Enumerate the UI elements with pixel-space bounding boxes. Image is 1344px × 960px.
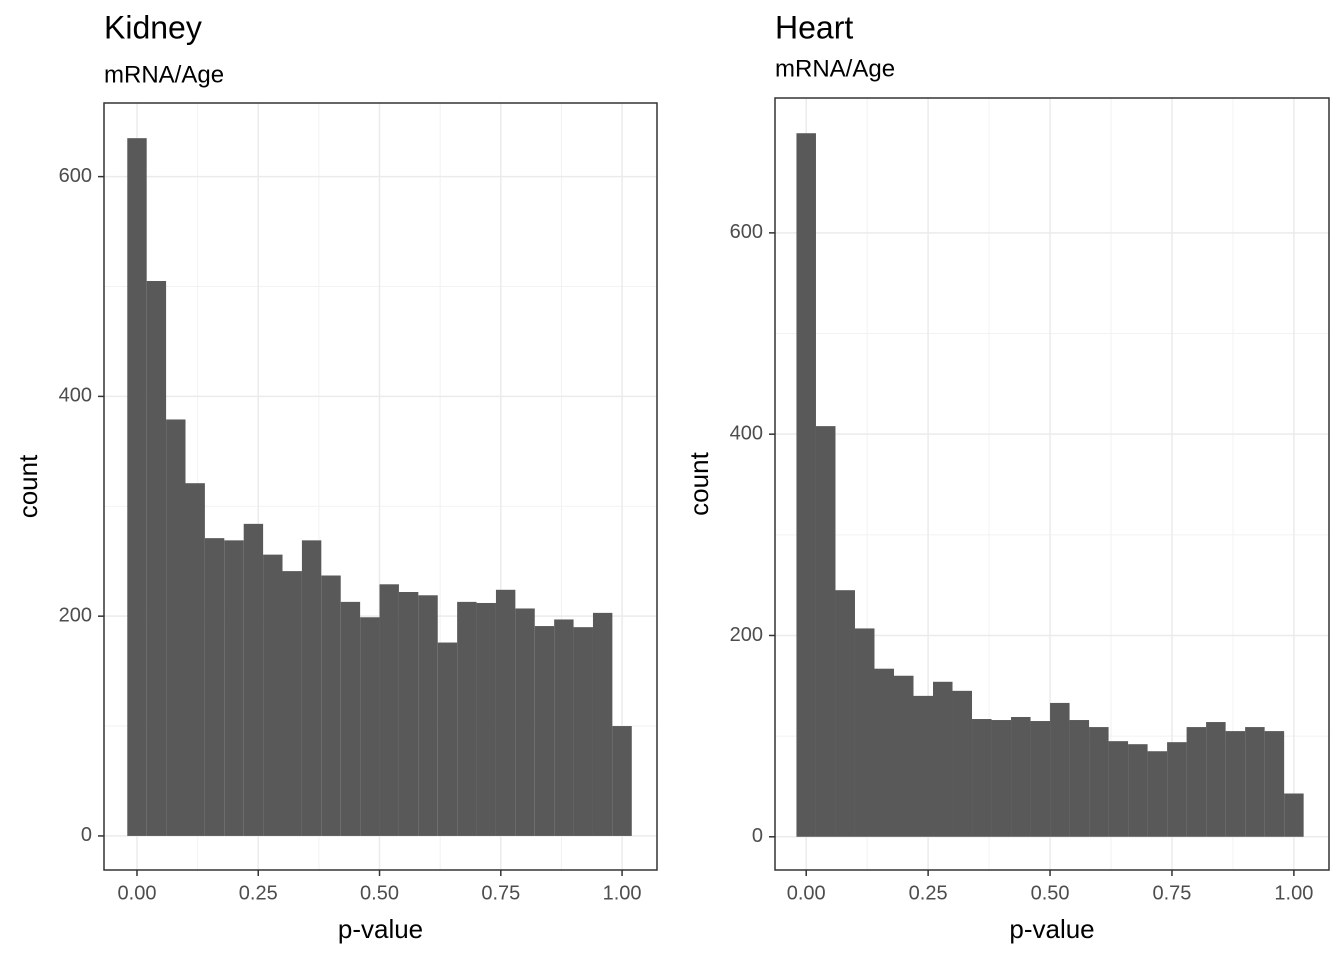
x-tick-label: 0.25 bbox=[909, 882, 948, 904]
bar bbox=[534, 626, 555, 836]
panel-border bbox=[774, 97, 1330, 871]
y-tick-label: 400 bbox=[59, 385, 92, 407]
chart-title: Heart bbox=[775, 9, 853, 45]
bar bbox=[972, 719, 992, 837]
bar bbox=[952, 690, 973, 837]
bar bbox=[1069, 720, 1090, 837]
bar bbox=[612, 726, 632, 836]
bar bbox=[418, 595, 438, 836]
bar bbox=[321, 575, 341, 836]
bar bbox=[1245, 727, 1265, 837]
x-tick-label: 0.25 bbox=[239, 882, 278, 904]
x-axis-label: p-value bbox=[338, 914, 423, 944]
bar bbox=[874, 668, 894, 837]
x-tick-label: 0.00 bbox=[118, 882, 157, 904]
bar bbox=[282, 571, 302, 836]
bar bbox=[1030, 721, 1051, 837]
bar bbox=[1284, 793, 1304, 837]
bar bbox=[185, 483, 205, 836]
bar bbox=[1108, 741, 1129, 837]
bar bbox=[360, 617, 380, 836]
x-tick-label: 0.50 bbox=[1031, 882, 1070, 904]
y-tick-label: 400 bbox=[730, 422, 763, 444]
bar bbox=[301, 540, 322, 836]
bar bbox=[166, 419, 186, 836]
bar bbox=[1011, 717, 1031, 837]
bar bbox=[854, 628, 875, 837]
bar bbox=[127, 138, 147, 836]
bar bbox=[1167, 742, 1187, 837]
y-tick-label: 0 bbox=[752, 825, 763, 847]
bar bbox=[592, 612, 613, 836]
x-tick-label: 0.75 bbox=[1152, 882, 1191, 904]
bar bbox=[1264, 731, 1285, 837]
bar bbox=[1186, 727, 1207, 837]
y-tick-label: 0 bbox=[81, 824, 92, 846]
bar bbox=[1128, 744, 1148, 837]
panel-border bbox=[103, 102, 658, 871]
bar bbox=[515, 608, 535, 836]
bar bbox=[835, 590, 855, 837]
bar bbox=[913, 695, 934, 837]
bar bbox=[1225, 731, 1246, 837]
bar bbox=[1206, 722, 1226, 837]
x-tick-label: 1.00 bbox=[603, 882, 642, 904]
bar bbox=[796, 133, 816, 837]
bar bbox=[893, 675, 914, 837]
chart-subtitle: mRNA/Age bbox=[775, 55, 895, 82]
chart-subtitle: mRNA/Age bbox=[104, 61, 224, 88]
y-tick-label: 600 bbox=[59, 165, 92, 187]
bar bbox=[204, 538, 225, 836]
x-tick-label: 0.75 bbox=[481, 882, 520, 904]
bar bbox=[991, 720, 1012, 837]
bar bbox=[1147, 751, 1168, 837]
y-tick-label: 200 bbox=[730, 624, 763, 646]
chart-title: Kidney bbox=[104, 9, 202, 45]
bar bbox=[554, 619, 574, 836]
bar bbox=[224, 540, 244, 836]
y-tick-label: 600 bbox=[730, 221, 763, 243]
bar bbox=[340, 601, 361, 836]
x-tick-label: 0.00 bbox=[787, 882, 826, 904]
y-axis-label: count bbox=[684, 451, 714, 515]
bar bbox=[573, 627, 593, 836]
bar bbox=[146, 281, 167, 836]
x-axis-label: p-value bbox=[1009, 914, 1094, 944]
y-tick-label: 200 bbox=[59, 604, 92, 626]
bar bbox=[495, 589, 516, 836]
bar bbox=[476, 602, 496, 836]
bar bbox=[457, 601, 477, 836]
bar bbox=[815, 426, 836, 837]
bar bbox=[1089, 727, 1109, 837]
y-axis-label: count bbox=[13, 454, 43, 518]
bar bbox=[379, 584, 399, 836]
x-tick-label: 1.00 bbox=[1274, 882, 1313, 904]
bar bbox=[1050, 702, 1070, 837]
bar bbox=[243, 523, 264, 836]
x-tick-label: 0.50 bbox=[360, 882, 399, 904]
bar bbox=[933, 681, 953, 837]
bar bbox=[398, 591, 419, 836]
bar bbox=[263, 554, 283, 836]
bar bbox=[437, 642, 458, 836]
